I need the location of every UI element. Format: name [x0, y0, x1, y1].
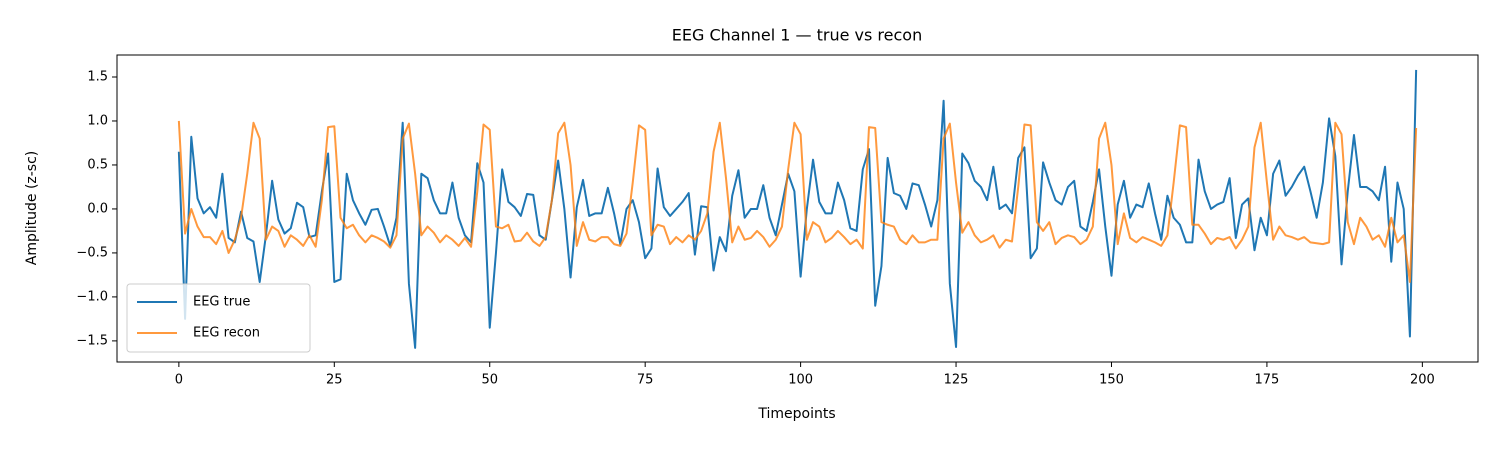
y-axis-label: Amplitude (z-sc) [24, 151, 40, 266]
x-axis-label: Timepoints [757, 406, 835, 422]
x-tick-label: 150 [1099, 373, 1124, 388]
x-tick-label: 125 [944, 373, 969, 388]
y-tick-label: 1.5 [87, 69, 108, 84]
x-tick-label: 175 [1255, 373, 1280, 388]
y-tick-label: −1.5 [76, 333, 108, 348]
x-tick-label: 75 [637, 373, 654, 388]
x-tick-label: 0 [175, 373, 183, 388]
x-tick-label: 100 [788, 373, 813, 388]
legend-label: EEG true [193, 295, 250, 310]
y-tick-label: 0.5 [87, 157, 108, 172]
plot-frame [116, 54, 1479, 363]
y-tick-label: −1.0 [76, 289, 108, 304]
x-tick-label: 50 [481, 373, 498, 388]
y-tick-label: 0.0 [87, 201, 108, 216]
line-series [177, 120, 1418, 283]
legend: EEG true EEG recon [126, 283, 311, 353]
legend-label: EEG recon [193, 326, 260, 341]
y-tick-label: −0.5 [76, 245, 108, 260]
chart-title: EEG Channel 1 — true vs recon [672, 26, 922, 45]
x-tick-label: 200 [1410, 373, 1435, 388]
y-tick-label: 1.0 [87, 113, 108, 128]
line-series [177, 69, 1418, 349]
x-tick-label: 25 [326, 373, 343, 388]
